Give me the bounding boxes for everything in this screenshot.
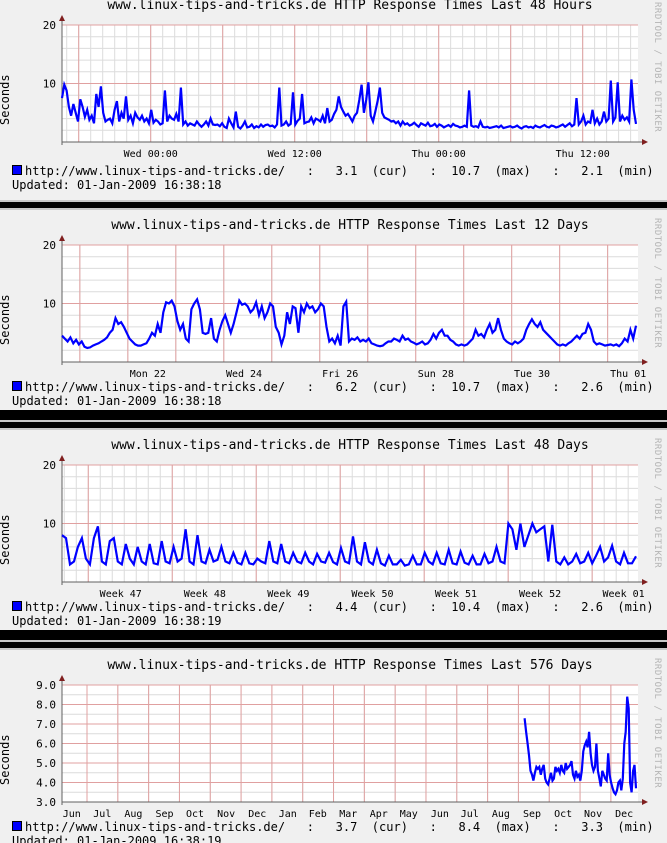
updated-timestamp: Updated: 01-Jan-2009 16:38:18: [12, 394, 222, 408]
response-time-line: [60, 79, 638, 131]
legend-swatch-icon: [12, 601, 22, 611]
chart-panel-12-days: www.linux-tips-and-tricks.de HTTP Respon…: [0, 210, 667, 410]
legend-swatch-icon: [12, 821, 22, 831]
y-tick-label: 10: [43, 78, 56, 91]
y-tick-label: 10: [43, 518, 56, 531]
x-tick-label: Nov: [217, 809, 235, 820]
chart-panel-48-days: www.linux-tips-and-tricks.de HTTP Respon…: [0, 430, 667, 630]
legend-stats: : 3.1 (cur) : 10.7 (max) : 2.1 (min): [285, 164, 654, 178]
x-tick-label: Week 51: [435, 589, 477, 600]
response-time-line: [61, 296, 638, 350]
x-tick-label: Thu 12:00: [556, 149, 610, 160]
y-tick-label: 20: [43, 459, 56, 472]
chart-title: www.linux-tips-and-tricks.de HTTP Respon…: [107, 658, 593, 673]
legend-label: http://www.linux-tips-and-tricks.de/: [25, 820, 286, 834]
panel-separator: [0, 420, 667, 430]
x-tick-label: Wed 00:00: [124, 149, 178, 160]
legend-row: http://www.linux-tips-and-tricks.de/ : 3…: [12, 164, 654, 178]
y-tick-label: 8.0: [36, 699, 56, 712]
x-tick-label: Week 49: [267, 589, 309, 600]
chart-title: www.linux-tips-and-tricks.de HTTP Respon…: [111, 438, 589, 453]
chart-title: www.linux-tips-and-tricks.de HTTP Respon…: [111, 218, 589, 233]
y-tick-label: 10: [43, 298, 56, 311]
y-tick-label: 3.0: [36, 796, 56, 809]
updated-timestamp: Updated: 01-Jan-2009 16:38:19: [12, 834, 222, 843]
line-chart: 10 20 Mon 22 Wed 24 Fri 26 Sun 28 Tue 30 Thu 01: [43, 235, 648, 380]
chart-panel-576-days: www.linux-tips-and-tricks.de HTTP Respon…: [0, 650, 667, 843]
updated-timestamp: Updated: 01-Jan-2009 16:38:19: [12, 614, 222, 628]
x-tick-label: Week 01: [603, 589, 645, 600]
x-tick-label: Mon 22: [130, 369, 166, 380]
legend-row: http://www.linux-tips-and-tricks.de/ : 3…: [12, 820, 654, 834]
x-tick-label: Dec: [248, 809, 266, 820]
legend-label: http://www.linux-tips-and-tricks.de/: [25, 380, 286, 394]
panel-separator: [0, 200, 667, 210]
legend-stats: : 4.4 (cur) : 10.4 (max) : 2.6 (min): [285, 600, 654, 614]
updated-timestamp: Updated: 01-Jan-2009 16:38:18: [12, 178, 222, 192]
x-tick-label: Oct: [554, 809, 572, 820]
x-tick-label: Mar: [339, 809, 357, 820]
y-tick-label: 9.0: [36, 679, 56, 692]
rrdtool-watermark: RRDTOOL / TOBI OETIKER: [652, 218, 662, 349]
x-tick-label: Tue 30: [514, 369, 550, 380]
legend-stats: : 3.7 (cur) : 8.4 (max) : 3.3 (min): [285, 820, 654, 834]
legend-label: http://www.linux-tips-and-tricks.de/: [25, 164, 286, 178]
x-tick-label: Jun: [431, 809, 449, 820]
x-tick-label: Week 48: [184, 589, 226, 600]
rrdtool-watermark: RRDTOOL / TOBI OETIKER: [652, 2, 662, 133]
legend-row: http://www.linux-tips-and-tricks.de/ : 4…: [12, 600, 654, 614]
y-tick-label: 5.0: [36, 757, 56, 770]
x-tick-label: Week 50: [351, 589, 393, 600]
x-tick-label: Feb: [309, 809, 327, 820]
x-tick-label: Wed 12:00: [268, 149, 322, 160]
x-tick-label: May: [400, 809, 418, 820]
x-tick-label: Wed 24: [226, 369, 262, 380]
line-chart: 10 20 Wed 00:00 Wed 12:00 Thu 00:00 Thu 12:00: [43, 15, 648, 160]
rrdtool-watermark: RRDTOOL / TOBI OETIKER: [652, 438, 662, 569]
legend-swatch-icon: [12, 381, 22, 391]
x-tick-label: Week 52: [519, 589, 561, 600]
x-tick-label: Jul: [93, 809, 111, 820]
rrdtool-watermark: RRDTOOL / TOBI OETIKER: [652, 658, 662, 789]
x-tick-label: Sep: [155, 809, 173, 820]
legend-swatch-icon: [12, 165, 22, 175]
y-tick-label: 20: [43, 239, 56, 252]
x-tick-label: Nov: [584, 809, 602, 820]
x-tick-label: Jun: [63, 809, 81, 820]
x-tick-label: Thu 00:00: [412, 149, 466, 160]
y-tick-label: 7.0: [36, 718, 56, 731]
x-tick-label: Jan: [279, 809, 297, 820]
chart-panel-48-hours: www.linux-tips-and-tricks.de HTTP Respon…: [0, 0, 667, 200]
response-time-line: [61, 520, 637, 568]
line-chart: 10 20 Week 47 Week 48 Week 49 Week 50 Week 51 W…: [43, 455, 648, 600]
legend-label: http://www.linux-tips-and-tricks.de/: [25, 600, 286, 614]
x-tick-label: Sun 28: [418, 369, 454, 380]
legend-row: http://www.linux-tips-and-tricks.de/ : 6…: [12, 380, 654, 394]
line-chart: 3.0 4.0 5.0 6.0 7.0 8.0 9.0 Jun Jul Aug Sep Oct Nov D…: [36, 675, 648, 820]
x-tick-label: Week 47: [100, 589, 142, 600]
legend-stats: : 6.2 (cur) : 10.7 (max) : 2.6 (min): [285, 380, 654, 394]
x-tick-label: Apr: [370, 809, 388, 820]
y-tick-label: 6.0: [36, 738, 56, 751]
chart-title: www.linux-tips-and-tricks.de HTTP Respon…: [107, 0, 593, 13]
x-tick-label: Jul: [461, 809, 479, 820]
x-tick-label: Fri 26: [322, 369, 358, 380]
x-tick-label: Thu 01: [610, 369, 646, 380]
y-tick-label: 20: [43, 19, 56, 32]
panel-separator: [0, 640, 667, 650]
x-tick-label: Aug: [492, 809, 510, 820]
y-tick-label: 4.0: [36, 777, 56, 790]
x-tick-label: Sep: [523, 809, 541, 820]
x-tick-label: Aug: [124, 809, 142, 820]
x-tick-label: Dec: [615, 809, 633, 820]
response-time-line: [523, 696, 638, 797]
x-tick-label: Oct: [186, 809, 204, 820]
